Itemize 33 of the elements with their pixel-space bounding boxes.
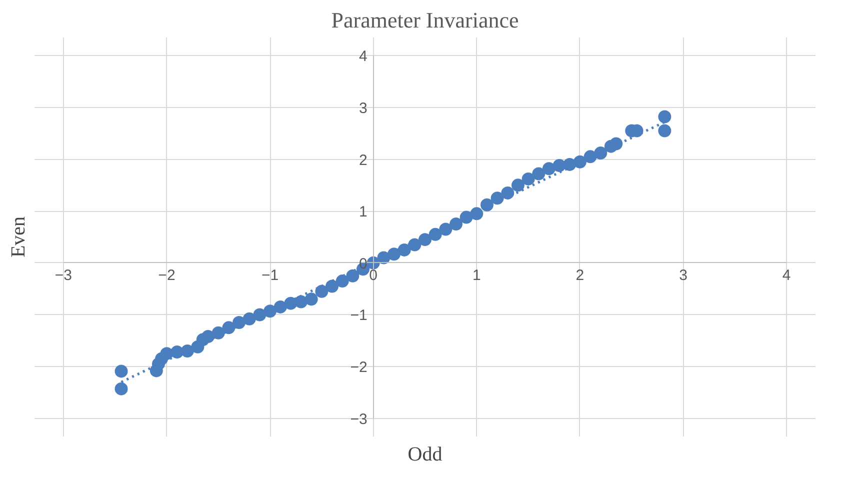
y-axis-title: Even [8,216,30,258]
y-tick-label: 2 [359,152,368,169]
y-tick-label: −1 [350,307,368,324]
x-tick-label: 1 [472,266,481,284]
point [346,269,360,282]
point [610,137,623,150]
point [480,198,494,212]
x-tick-label: 3 [679,266,688,284]
y-tick-label: 1 [359,204,368,221]
point [114,364,128,378]
y-tick-label: −3 [350,410,368,428]
y-tick-label: 3 [359,100,368,117]
chart-title: Parameter Invariance [331,8,519,32]
x-tick-label: −1 [261,266,279,284]
x-axis-title: Odd [408,444,442,466]
point [449,218,462,231]
y-tick-label: 4 [359,48,368,66]
point [532,167,546,180]
y-tick-label: −2 [350,359,368,376]
point [658,124,672,138]
point [501,186,514,200]
point [522,172,535,186]
point [511,178,524,192]
x-tick-label: 4 [782,266,791,284]
point [658,110,672,124]
x-tick-label: −2 [158,266,176,284]
point [114,382,128,396]
x-tick-label: −3 [54,266,72,284]
point [594,146,608,160]
point [470,207,484,220]
point [304,292,318,306]
point [542,162,556,176]
x-tick-label: 2 [576,266,584,284]
